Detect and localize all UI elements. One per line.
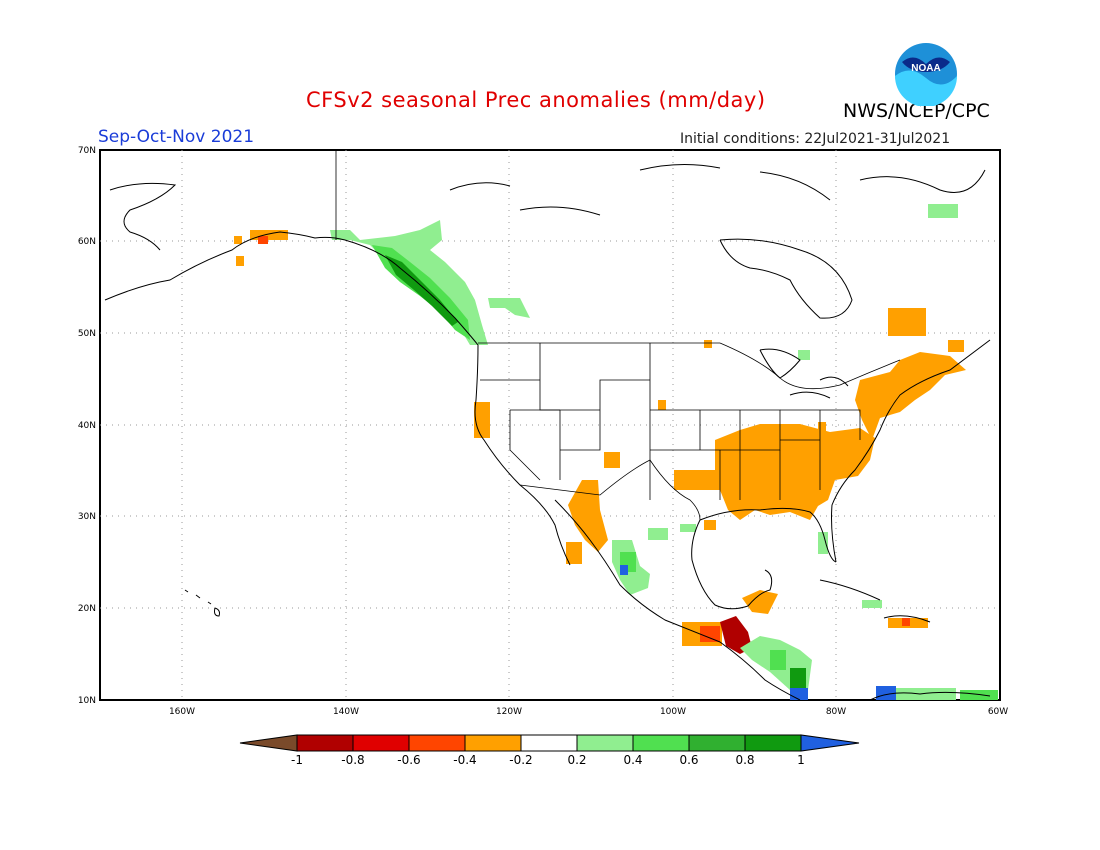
noaa-logo: NOAA	[895, 43, 957, 106]
lat-tick: 70N	[78, 146, 96, 156]
colorbar-label: 0.4	[623, 753, 642, 767]
lat-tick-labels: 70N 60N 50N 40N 30N 20N 10N	[78, 146, 96, 706]
colorbar-segment	[744, 734, 802, 752]
colorbar-label: -0.6	[397, 753, 420, 767]
map-title: CFSv2 seasonal Prec anomalies (mm/day)	[306, 88, 766, 112]
lat-tick: 60N	[78, 237, 96, 247]
colorbar-label: -0.2	[509, 753, 532, 767]
colorbar-segment	[520, 734, 578, 752]
colorbar-label: 1	[797, 753, 805, 767]
colorbar-segment	[576, 734, 634, 752]
borders	[335, 150, 901, 521]
lon-tick: 160W	[169, 707, 195, 717]
initial-conditions-label: Initial conditions: 22Jul2021-31Jul2021	[680, 131, 951, 147]
colorbar-segment	[464, 734, 522, 752]
colorbar-right-arrow	[800, 734, 860, 752]
lon-tick-labels: 160W 140W 120W 100W 80W 60W	[169, 707, 1008, 717]
colorbar-segment	[296, 734, 354, 752]
colorbar-label: -1	[291, 753, 303, 767]
colorbar-segment	[688, 734, 746, 752]
lon-tick: 100W	[660, 707, 686, 717]
lat-tick: 10N	[78, 696, 96, 706]
lon-tick: 140W	[333, 707, 359, 717]
colorbar-segment	[632, 734, 690, 752]
lat-tick: 40N	[78, 421, 96, 431]
lat-tick: 30N	[78, 512, 96, 522]
lon-tick: 80W	[826, 707, 846, 717]
lon-tick: 120W	[496, 707, 522, 717]
coastlines	[104, 163, 991, 701]
colorbar: -1 -0.8 -0.6 -0.4 -0.2 0.2 0.4 0.6 0.8 1	[239, 734, 860, 767]
colorbar-label: -0.8	[341, 753, 364, 767]
lat-tick: 20N	[78, 604, 96, 614]
logo-text: NOAA	[911, 63, 940, 74]
colorbar-label: 0.6	[679, 753, 698, 767]
gridlines	[100, 150, 1000, 700]
lat-tick: 50N	[78, 329, 96, 339]
colorbar-label: 0.2	[567, 753, 586, 767]
colorbar-segment	[408, 734, 466, 752]
colorbar-segment	[352, 734, 410, 752]
colorbar-left-arrow	[239, 734, 298, 752]
anomaly-shading	[234, 204, 998, 700]
colorbar-label: 0.8	[735, 753, 754, 767]
colorbar-label: -0.4	[453, 753, 476, 767]
agency-label: NWS/NCEP/CPC	[843, 100, 990, 122]
lon-tick: 60W	[988, 707, 1008, 717]
season-label: Sep-Oct-Nov 2021	[98, 127, 255, 147]
